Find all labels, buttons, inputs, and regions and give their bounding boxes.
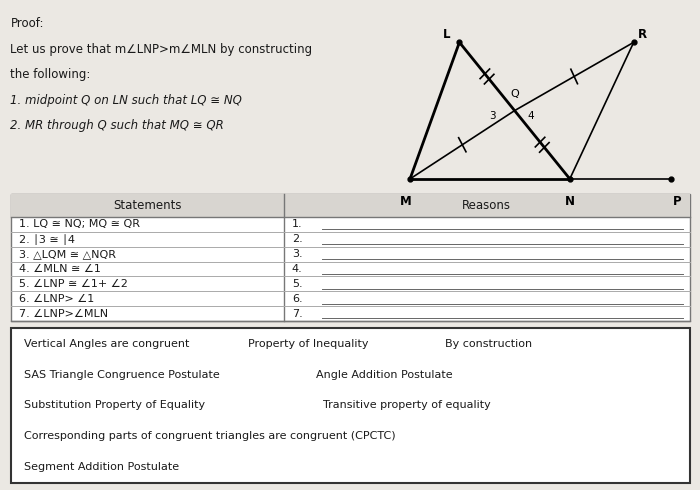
Text: Proof:: Proof: <box>10 17 44 30</box>
Bar <box>10 194 690 217</box>
Bar <box>10 328 690 483</box>
Text: 1. midpoint Q on LN such that LQ ≅ NQ: 1. midpoint Q on LN such that LQ ≅ NQ <box>10 94 242 107</box>
Text: Transitive property of equality: Transitive property of equality <box>323 400 491 411</box>
Text: Corresponding parts of congruent triangles are congruent (CPCTC): Corresponding parts of congruent triangl… <box>24 431 395 441</box>
Text: By construction: By construction <box>445 339 532 349</box>
Text: Segment Addition Postulate: Segment Addition Postulate <box>24 462 179 472</box>
Text: 3: 3 <box>489 111 496 121</box>
Text: 3. △LQM ≅ △NQR: 3. △LQM ≅ △NQR <box>19 249 116 259</box>
Text: 5. ∠LNP ≅ ∠1+ ∠2: 5. ∠LNP ≅ ∠1+ ∠2 <box>19 279 128 289</box>
Text: 6.: 6. <box>292 294 302 304</box>
Text: Substitution Property of Equality: Substitution Property of Equality <box>24 400 205 411</box>
Text: 1. LQ ≅ NQ; MQ ≅ QR: 1. LQ ≅ NQ; MQ ≅ QR <box>19 220 140 229</box>
Text: 5.: 5. <box>292 279 302 289</box>
Text: 4.: 4. <box>292 264 302 274</box>
Text: 2. ∣3 ≅ ∣4: 2. ∣3 ≅ ∣4 <box>19 234 75 245</box>
Text: Statements: Statements <box>113 199 181 212</box>
Text: M: M <box>400 195 412 208</box>
Text: 6. ∠LNP> ∠1: 6. ∠LNP> ∠1 <box>19 294 94 304</box>
Text: P: P <box>673 195 682 208</box>
Text: SAS Triangle Congruence Postulate: SAS Triangle Congruence Postulate <box>24 369 220 380</box>
Text: 7. ∠LNP>∠MLN: 7. ∠LNP>∠MLN <box>19 309 108 318</box>
Text: Reasons: Reasons <box>462 199 511 212</box>
Text: 2. MR through Q such that MQ ≅ QR: 2. MR through Q such that MQ ≅ QR <box>10 119 224 132</box>
Text: Let us prove that m∠LNP>m∠MLN by constructing: Let us prove that m∠LNP>m∠MLN by constru… <box>10 43 313 56</box>
Text: 1.: 1. <box>292 220 302 229</box>
Text: 7.: 7. <box>292 309 302 318</box>
Text: R: R <box>638 28 647 41</box>
Text: 2.: 2. <box>292 234 302 245</box>
Text: Angle Addition Postulate: Angle Addition Postulate <box>316 369 453 380</box>
Bar <box>10 194 690 321</box>
Text: L: L <box>442 28 450 41</box>
Text: N: N <box>565 195 575 208</box>
Text: 4. ∠MLN ≅ ∠1: 4. ∠MLN ≅ ∠1 <box>19 264 101 274</box>
Text: 4: 4 <box>527 111 534 121</box>
Text: 3.: 3. <box>292 249 302 259</box>
Text: Vertical Angles are congruent: Vertical Angles are congruent <box>24 339 190 349</box>
Text: the following:: the following: <box>10 68 91 81</box>
Text: Q: Q <box>510 89 519 99</box>
Text: Property of Inequality: Property of Inequality <box>248 339 369 349</box>
